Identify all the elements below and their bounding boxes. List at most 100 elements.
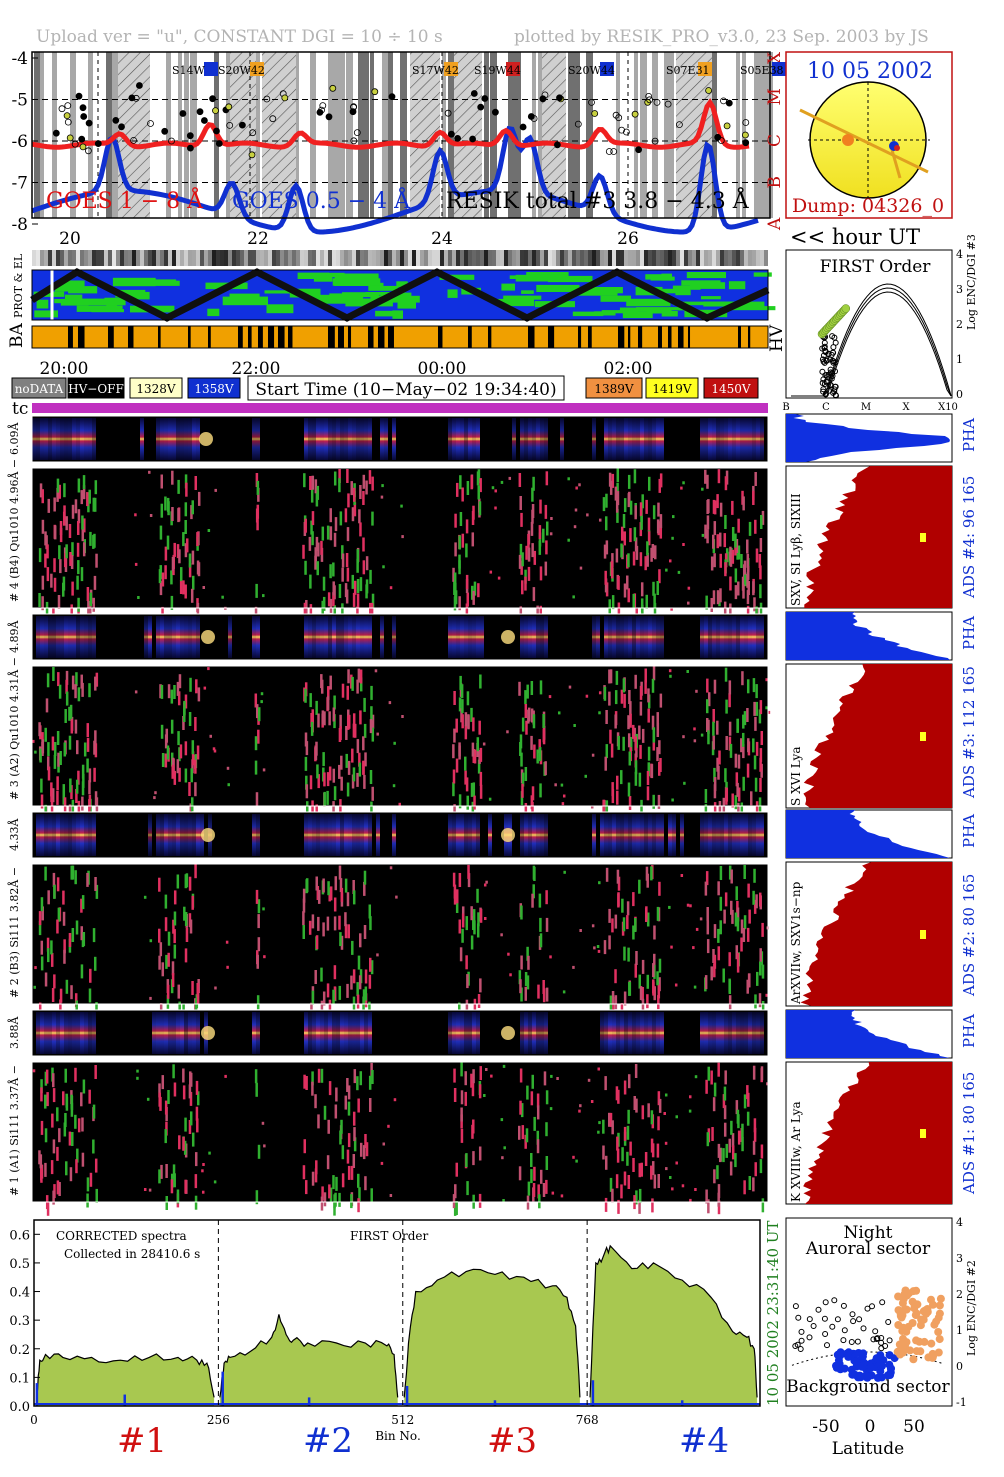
spectrogram-cell [634,674,637,689]
lat-y-tick: 3 [956,1252,963,1265]
spectrogram-cell [645,594,648,609]
spectrogram-cell [57,672,60,687]
goes-resik-point [350,103,357,111]
spectrogram-cell [731,1145,735,1160]
pha-strip-cell [720,814,724,856]
lat-point [797,1346,804,1352]
spectrogram-cell [611,1188,614,1203]
spectrum-y-tick-label: 0.5 [9,1257,30,1272]
spectrogram-cell [645,906,648,921]
pha-strip-cell [144,616,148,658]
spectrogram-cell [688,1095,692,1099]
el-strip-cell [740,250,744,266]
spectrogram-cell [466,974,469,989]
goes-hatch-region [676,52,712,218]
lat-point-orange [896,1350,905,1359]
spectrogram-cell [490,1074,493,1078]
spectrogram-cell [460,684,464,699]
spectrogram-cell [322,878,325,893]
pha-strip-cell [748,616,752,658]
spectrogram-cell [71,799,75,814]
spectrogram-cell [578,483,581,487]
spectrogram-cell [188,1084,192,1099]
spectrogram-cell [748,521,752,536]
pha-strip-cell [652,1012,656,1054]
pha-strip-cell [628,814,632,856]
pha-strip-cell [644,814,648,856]
prot-strip-green [368,285,399,291]
spectrogram-cell [532,714,536,729]
goes-resik-point [52,129,60,137]
spectrogram-cell [33,985,36,989]
spectrogram-cell [743,711,747,726]
spectrogram-cell [716,534,719,549]
spectrogram-cell [746,979,749,994]
pha-strip-cell [328,616,332,658]
spectrogram-cell [728,736,732,751]
spectrogram-cell [341,683,345,698]
time-tick: 00:00 [418,359,467,379]
goes-resik-point [325,113,333,121]
spectrogram-cell [653,593,656,608]
spectrogram-cell [75,920,79,935]
header-left: Upload ver = "u", CONSTANT DGI = 10 ÷ 10… [36,27,443,47]
spectrum-y-tick-label: 0.4 [9,1286,30,1301]
goes-gray-stripe [340,52,345,218]
spectrogram-cell [622,917,626,932]
spectrogram-cell [333,695,336,710]
spectrogram-cell [632,551,636,566]
goes-resik-point [477,103,485,111]
spectrogram-cell [188,712,192,726]
pha-strip-cell [140,418,144,460]
el-strip-cell [676,250,680,266]
pha-strip-cell [756,1012,760,1054]
prot-strip-green [307,275,319,279]
pha-hist-fill [786,612,950,660]
spectrogram-cell [63,742,67,757]
pha-strip-cell [180,616,184,658]
spectrogram-cell [357,668,361,683]
pha-strip-cell [464,616,468,658]
spectrogram-cell [191,1132,195,1147]
spectrogram-cell [346,715,350,730]
spectrogram-cell [317,889,321,904]
spectrogram-cell [182,716,185,730]
el-strip-cell [600,250,604,266]
spectrogram-cell [92,597,95,612]
spectrogram-cell [650,1110,654,1125]
pha-strip-cell [592,814,596,856]
spectrogram-cell [609,1177,613,1192]
spectrogram-cell [752,581,755,596]
pha-strip-cell [40,418,44,460]
spectrogram-cell [351,748,354,763]
spectrogram-cell [723,1086,727,1101]
el-strip-cell [484,250,488,266]
pha-strip-cell [720,418,724,460]
ads-marker [920,930,926,939]
spectrogram-cell [346,567,350,582]
spectrogram-cell [591,924,595,928]
spectrogram-cell [740,802,744,817]
el-strip-cell [592,250,596,266]
spectrogram-cell [364,1134,367,1148]
spectrogram-cell [191,751,195,766]
spectrogram-label: # 4 (B4) Qu1010 4.96Å − [7,459,21,602]
pha-strip-cell [740,814,744,856]
pha-flare-spot [501,828,515,842]
spectrogram-cell [154,791,157,795]
spectrogram-cell [455,889,459,904]
prot-strip-green [690,282,726,289]
spectrogram-cell [760,1144,764,1159]
pha-strip-cell [76,616,80,658]
pha-strip-cell [760,814,764,856]
spectrogram-cell [255,1190,259,1205]
goes-resik-point [618,126,625,134]
spectrogram-cell [178,1001,181,1016]
goes-resik-point [249,129,257,137]
spectrogram-cell [461,699,464,714]
spectrogram-cell [484,917,487,920]
spectrogram-cell [652,666,656,681]
spectrogram-cell [52,1073,55,1088]
